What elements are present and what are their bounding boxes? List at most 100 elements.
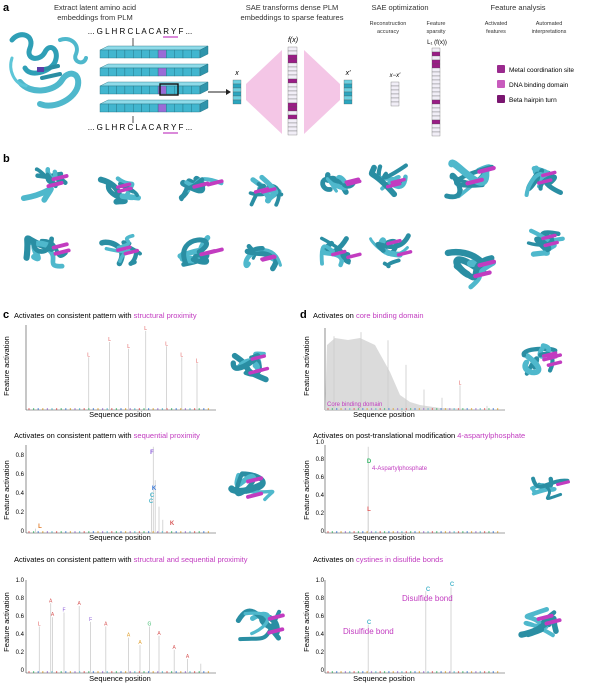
protein-structure-icon (369, 233, 413, 269)
helix-ribbon (116, 233, 135, 250)
vector-cell (431, 59, 441, 65)
baseline-residue (327, 531, 329, 533)
baseline-residue (193, 408, 196, 410)
baseline-residue (444, 531, 447, 533)
highlighted-residues (192, 181, 210, 189)
extract-title-line2: embeddings from PLM (57, 13, 132, 22)
residue-letter: L (180, 352, 183, 358)
baseline-residue (396, 408, 399, 410)
plot-sequential-proximity (25, 445, 216, 534)
baseline-residue (488, 408, 490, 410)
highlighted-residues (346, 252, 362, 260)
baseline-residue (157, 531, 159, 533)
helix-ribbon (249, 182, 266, 207)
baseline-residue (383, 408, 386, 410)
highlighted-residues (115, 182, 132, 189)
baseline-residue (427, 408, 429, 410)
baseline-residue (349, 531, 351, 533)
baseline-residue (388, 671, 390, 673)
baseline-residue (336, 408, 338, 410)
baseline-residue (124, 671, 127, 673)
protein-structure-icon (444, 248, 497, 290)
vector-cell (287, 50, 298, 56)
vector-cell (287, 98, 298, 104)
vector-cell (287, 126, 298, 132)
embedding-cell (149, 103, 159, 113)
baseline-residue (88, 671, 90, 673)
baseline-residue (436, 531, 438, 533)
embedding-layer (99, 99, 209, 113)
baseline-residue (475, 531, 477, 533)
baseline-residue (353, 671, 355, 673)
helix-ribbon (119, 193, 141, 201)
vector-cell (287, 122, 298, 128)
protein-structure-icon (243, 244, 282, 272)
baseline-residue (37, 531, 39, 533)
d3-peak-C1: C (367, 620, 372, 626)
baseline-residue (383, 531, 386, 533)
protein-structure-icon (178, 175, 224, 202)
baseline-residue (457, 531, 460, 533)
baseline-residue (129, 531, 131, 533)
baseline-residue (379, 531, 381, 533)
baseline-residue (97, 531, 99, 533)
vector-cell (343, 99, 353, 105)
d3-ytick-0: 0 (321, 668, 325, 674)
helix-ribbon (340, 251, 351, 264)
helix-ribbon (190, 252, 210, 265)
residue-letter: L (144, 326, 147, 332)
baseline-residue (418, 531, 421, 533)
l1-label: L₁ (f(x)) (427, 40, 447, 46)
embedding-cell (182, 49, 192, 59)
baseline-residue (189, 408, 191, 410)
d2-peak-L: L (367, 507, 371, 513)
encoder-shape (246, 50, 282, 134)
baseline-residue (440, 531, 442, 533)
c2-peak-letters: F K C C L K (38, 450, 175, 530)
recon-var-label: x−x′ (389, 73, 402, 79)
baseline-residue (147, 531, 150, 533)
baseline-residue (147, 671, 150, 673)
baseline-residue (175, 671, 177, 673)
d2-title: Activates on post-translational modifica… (313, 431, 525, 440)
baseline-residue (340, 531, 342, 533)
highlighted-residues (477, 165, 496, 174)
baseline-residue (32, 671, 35, 673)
baseline-residue (51, 531, 53, 533)
helix-ribbon (106, 182, 128, 205)
baseline-residue (74, 408, 76, 410)
embedding-cell (132, 103, 142, 113)
baseline-residue (189, 531, 191, 533)
baseline-residue (111, 408, 113, 410)
baseline-residue (366, 671, 368, 673)
c2-ytick-2: 0.4 (16, 491, 25, 497)
baseline-residue (470, 408, 473, 410)
baseline-residue (414, 408, 416, 410)
baseline-residue (396, 671, 399, 673)
highlighted-residues (46, 180, 64, 189)
d2-ytick-2: 0.4 (316, 493, 325, 499)
d2-ytick-3: 0.6 (316, 475, 325, 481)
baseline-residue (488, 671, 490, 673)
baseline-residue (198, 531, 200, 533)
highlighted-residues (556, 480, 570, 487)
baseline-residue (392, 408, 394, 410)
layer-side (199, 81, 209, 95)
protein-structure-icon (228, 471, 275, 502)
protein-structure-icon (248, 174, 284, 207)
baseline-residue (138, 531, 141, 533)
vector-cell (287, 62, 298, 68)
vector-cell (431, 51, 441, 57)
vector-cell (343, 95, 353, 101)
vector-cell (431, 63, 441, 69)
baseline-residue (431, 531, 434, 533)
vector-cell (232, 87, 242, 93)
recon-label-line1: Reconstruction (370, 21, 407, 27)
baseline-residue (470, 671, 473, 673)
baseline-residue (375, 531, 377, 533)
embedding-layer (99, 63, 209, 77)
helix-ribbon (448, 159, 490, 186)
embedding-cell (174, 67, 184, 77)
embedding-cell (157, 67, 167, 77)
vector-cell (287, 86, 298, 92)
